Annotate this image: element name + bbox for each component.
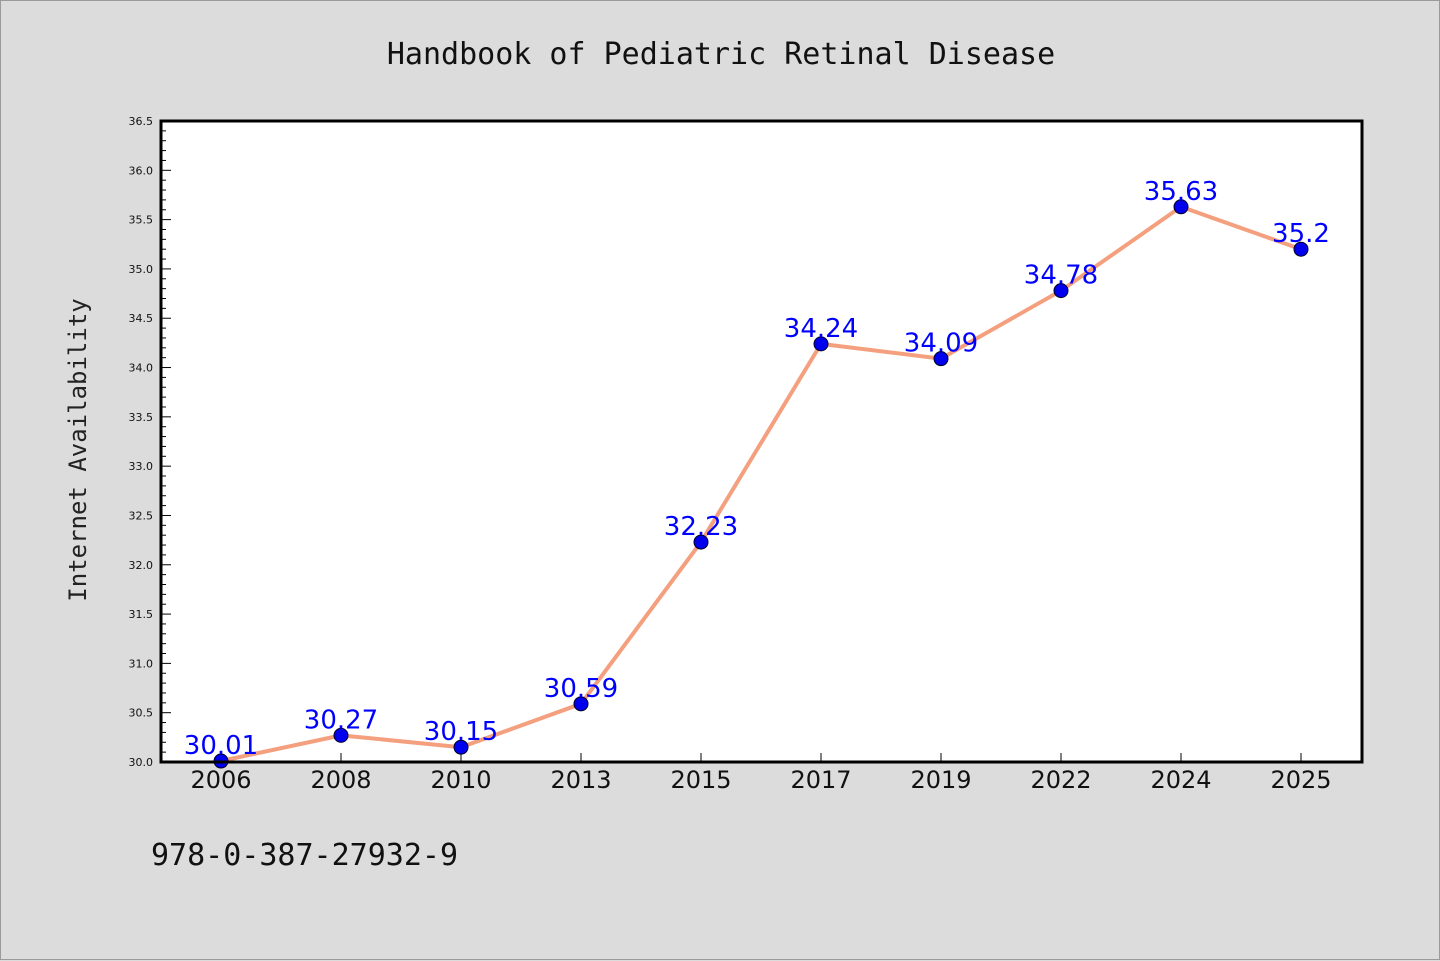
isbn-footer: 978-0-387-27932-9: [151, 838, 458, 873]
data-point-marker: [1053, 283, 1069, 299]
data-point-marker: [573, 696, 589, 712]
y-tick-label: 32.5: [129, 509, 154, 522]
x-tick-label: 2006: [190, 766, 251, 794]
x-tick-label: 2008: [310, 766, 371, 794]
data-point-marker: [933, 351, 949, 367]
data-label: 35.63: [1144, 177, 1218, 207]
data-label: 30.27: [304, 705, 378, 735]
series-line: [219, 204, 1303, 764]
chart-title: Handbook of Pediatric Retinal Disease: [387, 37, 1055, 72]
data-label: 30.15: [424, 717, 498, 747]
data-point-marker: [1293, 241, 1309, 257]
y-tick-label: 35.0: [129, 263, 154, 276]
y-tick-label: 33.0: [129, 460, 154, 473]
y-tick-label: 32.0: [129, 559, 154, 572]
y-axis-label: Internet Availability: [64, 298, 92, 601]
data-point-marker: [333, 727, 349, 743]
y-tick-label: 33.5: [129, 411, 154, 424]
x-axis-ticks: 2006 2008 2010 2013 2015 2017 2019 2022 2024 2025: [190, 753, 1332, 794]
x-tick-label: 2015: [670, 766, 731, 794]
data-label: 30.59: [544, 674, 618, 704]
data-label: 30.01: [184, 731, 258, 761]
y-tick-label: 30.5: [129, 707, 154, 720]
data-label: 32.23: [664, 512, 738, 542]
data-point-marker: [813, 336, 829, 352]
x-tick-label: 2010: [430, 766, 491, 794]
data-label: 34.78: [1024, 261, 1098, 291]
plot-frame: [159, 119, 1364, 764]
y-tick-label: 34.5: [129, 312, 154, 325]
data-label: 34.09: [904, 329, 978, 359]
y-tick-label: 30.0: [129, 756, 154, 769]
y-tick-label: 34.0: [129, 362, 154, 375]
x-tick-label: 2017: [790, 766, 851, 794]
y-tick-label: 31.0: [129, 657, 154, 670]
data-point-marker: [1173, 199, 1189, 215]
x-tick-label: 2022: [1030, 766, 1091, 794]
x-tick-label: 2024: [1150, 766, 1211, 794]
data-point-marker: [693, 534, 709, 550]
x-tick-label: 2025: [1270, 766, 1331, 794]
data-label: 34.24: [784, 314, 858, 344]
y-tick-label: 35.5: [129, 214, 154, 227]
x-tick-label: 2019: [910, 766, 971, 794]
x-tick-label: 2013: [550, 766, 611, 794]
y-tick-label: 36.5: [129, 115, 154, 128]
series-group: 30.01 30.27 30.15 30.59 32.23 34.24 34.09 34.78…: [184, 177, 1330, 769]
data-label: 35.2: [1272, 219, 1330, 249]
data-point-marker: [453, 739, 469, 755]
y-tick-label: 31.5: [129, 608, 154, 621]
y-axis-ticks: 30.0 30.5 31.0 31.5 32.0 32.5 33.0 33.5 34.0 34.5…: [129, 115, 171, 769]
y-tick-label: 36.0: [129, 164, 154, 177]
